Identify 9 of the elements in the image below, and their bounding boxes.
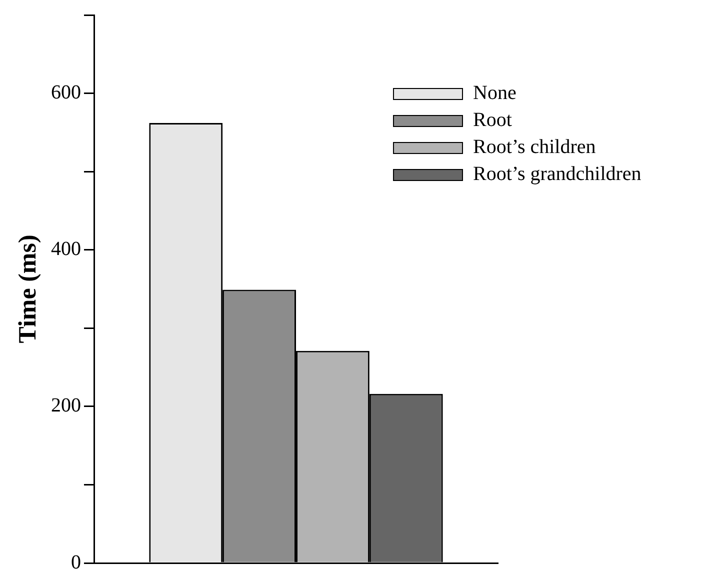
- y-axis-title: Time (ms): [14, 234, 42, 344]
- y-tick-label: 600: [51, 82, 81, 104]
- y-tick-label: 0: [71, 551, 81, 574]
- legend-label: Root’s children: [473, 135, 596, 160]
- legend-label: Root: [473, 108, 512, 133]
- y-tick-label: 200: [51, 394, 81, 417]
- legend-label: Root’s grandchildren: [473, 162, 642, 187]
- y-tick-label: 400: [51, 238, 81, 260]
- legend-label: None: [473, 81, 516, 106]
